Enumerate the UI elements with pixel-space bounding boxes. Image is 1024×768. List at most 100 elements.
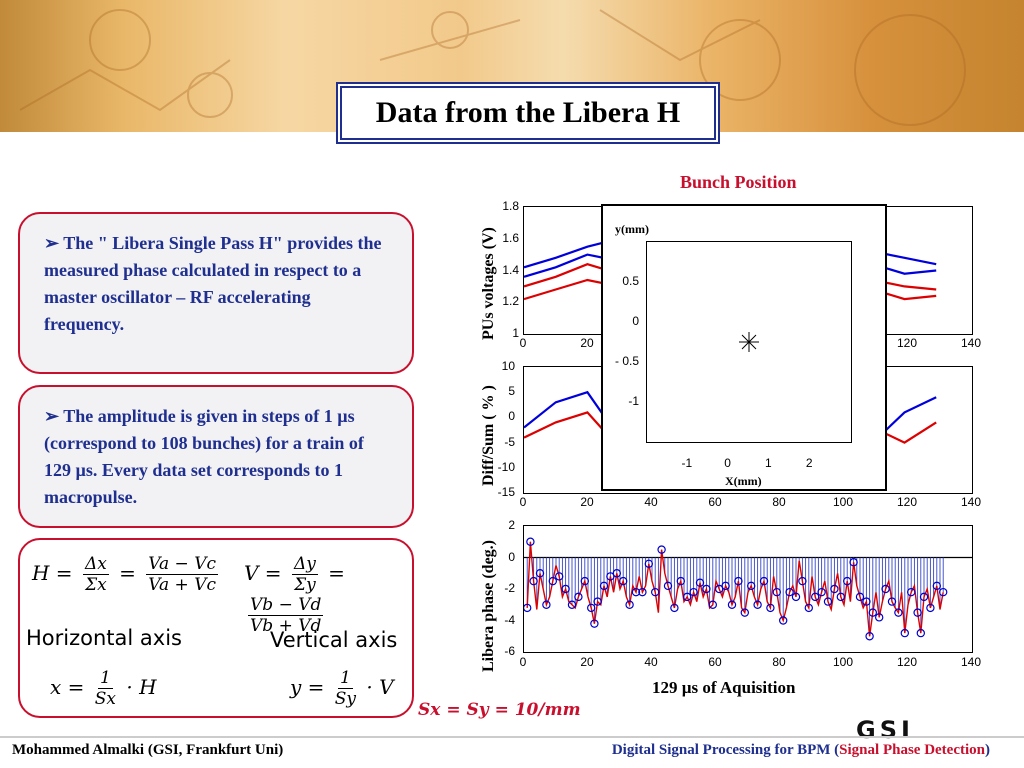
phase-xtick-5: 100 xyxy=(832,655,854,669)
phase-marker-107 xyxy=(865,632,874,641)
phase-marker-46 xyxy=(670,603,679,613)
bullet-card-1: ➢ The " Libera Single Pass H" provides t… xyxy=(18,212,414,374)
inset-point-0 xyxy=(739,332,759,352)
slide-title: Data from the Libera H xyxy=(375,96,681,129)
chart-title: Bunch Position xyxy=(680,172,797,192)
footer-talk-highlight: Signal Phase Detection xyxy=(839,742,985,758)
pu-xtick-3: 140 xyxy=(960,336,982,350)
phase-marker-76 xyxy=(766,603,775,613)
phase-marker-42 xyxy=(657,545,666,554)
phase-marker-94 xyxy=(823,597,833,606)
phase-marker-16 xyxy=(574,592,583,602)
phase-marker-36 xyxy=(638,587,647,597)
inset-ytick-1: 0 xyxy=(632,314,639,328)
formula-y-dot-v: · V xyxy=(366,675,394,699)
diffsum-xtick-2: 40 xyxy=(644,495,658,509)
phase-marker-2 xyxy=(529,576,538,586)
diffsum-ytick-2: 0 xyxy=(508,409,515,424)
phase-marker-30 xyxy=(618,576,628,586)
inset-plot-area xyxy=(646,241,852,443)
phase-marker-12 xyxy=(561,584,570,594)
phase-marker-118 xyxy=(900,628,909,638)
diffsum-ylabel: Diff/Sum ( % ) xyxy=(480,385,497,486)
formula-y-sy: Sy xyxy=(334,689,357,709)
phase-marker-96 xyxy=(830,584,839,594)
phase-marker-104 xyxy=(855,592,865,602)
phase-ylabel: Libera phase (deg.) xyxy=(480,540,497,672)
bullet-text-2: ➢ The amplitude is given in steps of 1 µ… xyxy=(44,406,364,507)
phase-marker-122 xyxy=(913,608,922,617)
formula-y-one: 1 xyxy=(337,668,353,689)
pu-ytick-2: 1.4 xyxy=(502,262,519,277)
phase-marker-0 xyxy=(522,603,532,613)
phase-marker-120 xyxy=(907,587,916,597)
phase-marker-22 xyxy=(593,597,602,606)
phase-marker-54 xyxy=(695,578,705,587)
inset-xtick-3: 2 xyxy=(805,456,813,470)
formula-h-delta-frac: Δx Σx xyxy=(82,554,109,595)
phase-marker-98 xyxy=(836,592,845,602)
diffsum-xtick-7: 140 xyxy=(960,495,982,509)
diffsum-ytick-4: -10 xyxy=(497,459,515,474)
phase-xlabel: 129 µs of Aquisition xyxy=(652,678,796,697)
phase-marker-32 xyxy=(625,600,634,609)
phase-marker-4 xyxy=(535,569,545,578)
inset-xlabel: X(mm) xyxy=(725,474,762,488)
phase-marker-62 xyxy=(721,581,730,591)
phase-marker-92 xyxy=(817,587,826,597)
phase-marker-70 xyxy=(746,581,756,591)
diffsum-xtick-1: 20 xyxy=(580,495,594,509)
phase-marker-80 xyxy=(779,616,788,625)
phase-marker-52 xyxy=(689,587,698,597)
phase-marker-6 xyxy=(542,600,551,609)
phase-ytick-2: -2 xyxy=(504,581,515,595)
phase-marker-1 xyxy=(526,537,535,546)
y-scale-formula: y = 1 Sy · V xyxy=(290,668,394,709)
inset-ytick-0: 0.5 xyxy=(622,274,639,288)
phase-marker-108 xyxy=(868,608,877,617)
inset-ytick-2: - 0.5 xyxy=(614,354,639,368)
pu-xtick-0: 0 xyxy=(519,336,527,350)
formula-v-symbol: V xyxy=(244,561,259,585)
bunch-position-inset: y(mm) X(mm) 0.5 0 - 0.5 -1 -1 0 1 2 xyxy=(601,204,887,491)
vertical-formula: V = Δy Σy = Vb − Vd Vb + Vd xyxy=(244,554,345,636)
phase-marker-21 xyxy=(590,619,599,628)
phase-panel xyxy=(522,525,973,653)
pu-ytick-0: 1 xyxy=(512,326,519,340)
phase-marker-24 xyxy=(599,581,609,591)
phase-marker-58 xyxy=(708,600,717,609)
scale-note: Sx = Sy = 10/mm xyxy=(418,700,581,720)
phase-marker-86 xyxy=(798,576,807,586)
phase-marker-28 xyxy=(612,569,622,578)
formula-x-sx: Sx xyxy=(94,689,116,709)
phase-marker-38 xyxy=(644,559,654,569)
formula-vb-minus-vd: Vb − Vd xyxy=(248,595,324,616)
phase-marker-88 xyxy=(804,603,813,613)
horizontal-formula: H = Δx Σx = Va − Vc Va + Vc xyxy=(32,554,218,595)
footer-talk-title: Digital Signal Processing for BPM (Signa… xyxy=(612,742,990,759)
phase-marker-56 xyxy=(702,584,711,594)
slide-title-box: Data from the Libera H xyxy=(340,86,716,140)
formula-vb-plus-vd: Vb + Vd xyxy=(250,616,322,636)
phase-xtick-3: 60 xyxy=(708,655,722,669)
phase-marker-20 xyxy=(586,603,596,613)
horizontal-axis-label: Horizontal axis xyxy=(26,626,182,650)
pu-voltage-ylabel: PUs voltages (V) xyxy=(480,227,497,340)
diffsum-xtick-5: 100 xyxy=(832,495,854,509)
phase-xtick-7: 140 xyxy=(960,655,982,669)
formula-x-frac: 1 Sx xyxy=(95,668,116,709)
formula-x-dot-h: · H xyxy=(126,675,157,699)
gsi-logo-text: GSI xyxy=(856,716,914,744)
pu-ytick-3: 1.6 xyxy=(502,230,519,245)
diffsum-ytick-1: 5 xyxy=(508,384,515,399)
phase-marker-82 xyxy=(785,587,794,597)
formula-sx: Σx xyxy=(85,575,107,595)
phase-marker-100 xyxy=(843,576,852,586)
phase-marker-114 xyxy=(887,597,897,606)
phase-marker-48 xyxy=(676,576,685,586)
phase-marker-14 xyxy=(567,600,577,609)
phase-marker-66 xyxy=(734,576,743,586)
formula-va-plus-vc: Va + Vc xyxy=(148,575,216,595)
formula-card: H = Δx Σx = Va − Vc Va + Vc V = Δy Σy = … xyxy=(18,538,414,718)
formula-y-eq: y = xyxy=(290,675,325,699)
